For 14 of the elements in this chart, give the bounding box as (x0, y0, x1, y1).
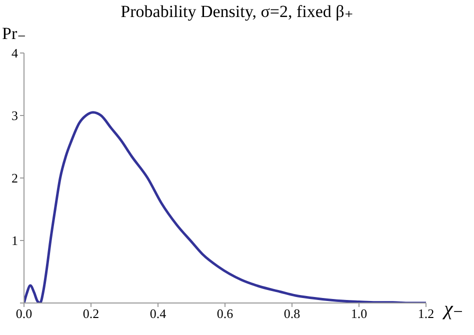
chart-title: Probability Density, σ=2, fixed β₊ (120, 2, 354, 22)
x-axis-title: χ₋ (444, 297, 464, 321)
y-tick-label: 3 (12, 108, 18, 124)
x-tick-label: 0.2 (82, 306, 100, 322)
x-tick-label: 0.0 (16, 306, 32, 322)
x-tick-label: 0.4 (150, 306, 167, 322)
y-tick-label: 2 (12, 170, 18, 186)
x-tick-label: 1.0 (350, 306, 368, 322)
y-tick-label: 1 (12, 233, 18, 248)
x-tick-label: 1.2 (418, 306, 434, 322)
x-tick-label: 0.8 (284, 306, 300, 322)
y-axis-title: Pr₋ (2, 24, 26, 44)
x-tick-label: 0.6 (216, 306, 234, 322)
y-tick-label: 4 (12, 46, 18, 61)
